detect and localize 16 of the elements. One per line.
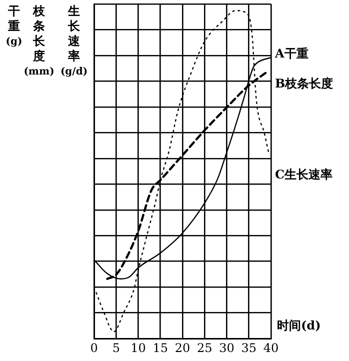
x-axis-title: 时间(d) (277, 318, 321, 333)
x-tick-label: 25 (196, 340, 212, 355)
x-tick-label: 5 (112, 340, 120, 355)
x-tick-label: 0 (90, 340, 98, 355)
x-tick-label: 40 (263, 340, 279, 355)
x-tick-label: 15 (152, 340, 168, 355)
x-tick-label: 10 (130, 340, 146, 355)
text: 干重(g) (6, 4, 22, 48)
x-tick-label: 30 (219, 340, 234, 355)
x-tick-label: 20 (174, 340, 190, 355)
text: 生长速率(g/d) (60, 4, 88, 78)
series-label: A干重 (274, 46, 308, 61)
series-label: B枝条长度 (275, 76, 334, 90)
x-tick-label: 35 (241, 340, 257, 355)
series-label: C生长速率 (275, 167, 333, 182)
text: 枝条长度(mm) (24, 4, 54, 78)
